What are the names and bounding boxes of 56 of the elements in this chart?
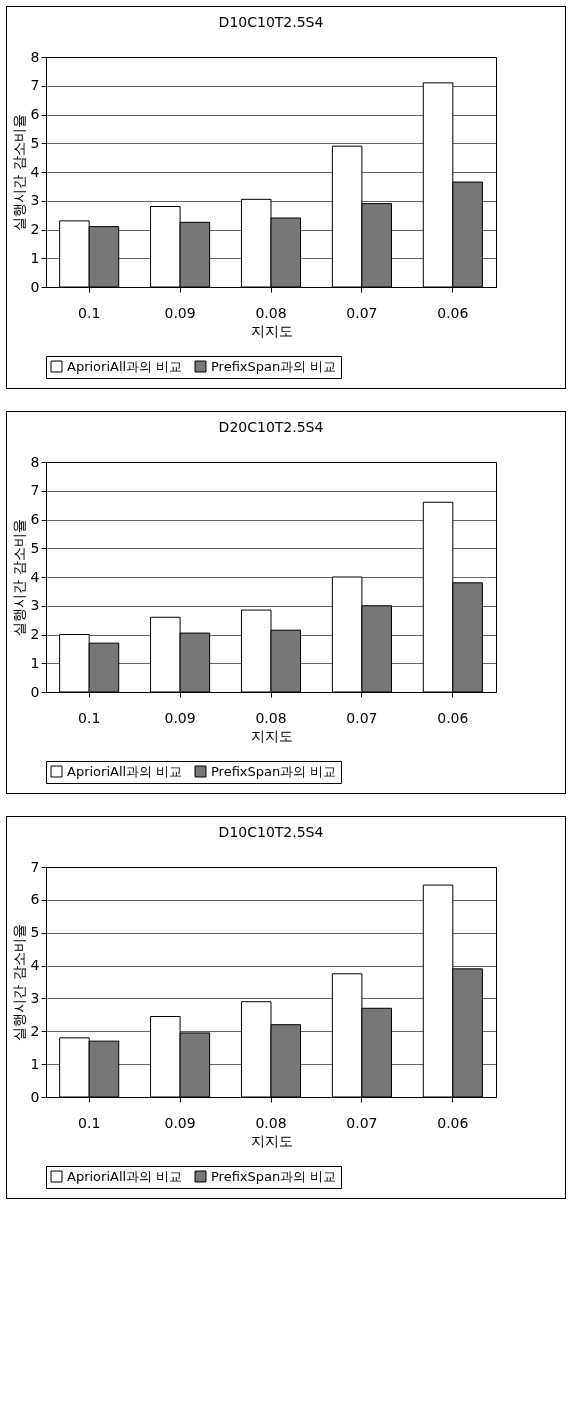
x-tick-label: 0.09	[164, 304, 196, 321]
y-tick-label: 7	[30, 482, 40, 499]
y-tick-label: 2	[30, 626, 40, 642]
y-tick-label: 4	[30, 568, 40, 585]
y-tick-label: 1	[30, 249, 40, 266]
y-tick-label: 3	[30, 989, 40, 1006]
legend-label: AprioriAll과의 비교	[67, 763, 183, 779]
y-tick-label: 1	[30, 1055, 40, 1072]
x-tick-label: 0.1	[78, 304, 101, 321]
y-axis-title: 실행시간 감소비율	[10, 519, 27, 636]
x-tick-label: 0.08	[255, 1114, 287, 1131]
y-tick-label: 7	[30, 77, 40, 94]
x-tick-label: 0.09	[164, 709, 196, 726]
x-tick-label: 0.1	[78, 709, 101, 726]
y-tick-label: 6	[30, 106, 40, 122]
y-tick-label: 0	[30, 683, 40, 700]
x-tick-label: 0.07	[346, 304, 378, 321]
x-tick-label: 0.08	[255, 304, 287, 321]
x-axis-title: 지지도	[250, 727, 293, 744]
y-axis-title: 실행시간 감소비율	[10, 114, 27, 231]
y-tick-label: 6	[30, 511, 40, 527]
legend-label: PrefixSpan과의 비교	[211, 1168, 337, 1184]
y-tick-label: 7	[30, 858, 40, 875]
x-tick-label: 0.07	[346, 1114, 378, 1131]
legend-label: PrefixSpan과의 비교	[211, 763, 337, 779]
x-axis-title: 지지도	[250, 322, 293, 339]
y-tick-label: 4	[30, 163, 40, 180]
x-tick-label: 0.08	[255, 709, 287, 726]
x-axis-title: 지지도	[250, 1132, 293, 1149]
chart-title: D20C10T2.5S4	[218, 419, 324, 435]
y-tick-label: 5	[30, 134, 40, 151]
y-tick-label: 2	[30, 221, 40, 237]
y-tick-label: 3	[30, 192, 40, 209]
y-tick-label: 2	[30, 1022, 40, 1039]
legend-label: PrefixSpan과의 비교	[211, 358, 337, 374]
y-axis-title: 실행시간 감소비율	[10, 924, 27, 1041]
x-tick-label: 0.06	[437, 1114, 469, 1131]
y-tick-label: 8	[30, 48, 40, 65]
legend-label: AprioriAll과의 비교	[67, 358, 183, 374]
y-tick-label: 1	[30, 654, 40, 671]
y-tick-label: 0	[30, 1088, 40, 1105]
x-tick-label: 0.06	[437, 304, 469, 321]
y-tick-label: 6	[30, 891, 40, 908]
x-tick-label: 0.09	[164, 1114, 196, 1131]
y-tick-label: 5	[30, 539, 40, 556]
y-tick-label: 0	[30, 278, 40, 295]
y-tick-label: 8	[30, 453, 40, 470]
chart-title: D10C10T2.5S4	[218, 14, 324, 30]
x-tick-label: 0.1	[78, 1114, 101, 1131]
y-tick-label: 4	[30, 957, 40, 974]
legend-label: AprioriAll과의 비교	[67, 1168, 183, 1184]
chart-title: D10C10T2.5S4	[218, 824, 324, 840]
y-tick-label: 3	[30, 597, 40, 614]
x-tick-label: 0.06	[437, 709, 469, 726]
x-tick-label: 0.07	[346, 709, 378, 726]
y-tick-label: 5	[30, 924, 40, 941]
